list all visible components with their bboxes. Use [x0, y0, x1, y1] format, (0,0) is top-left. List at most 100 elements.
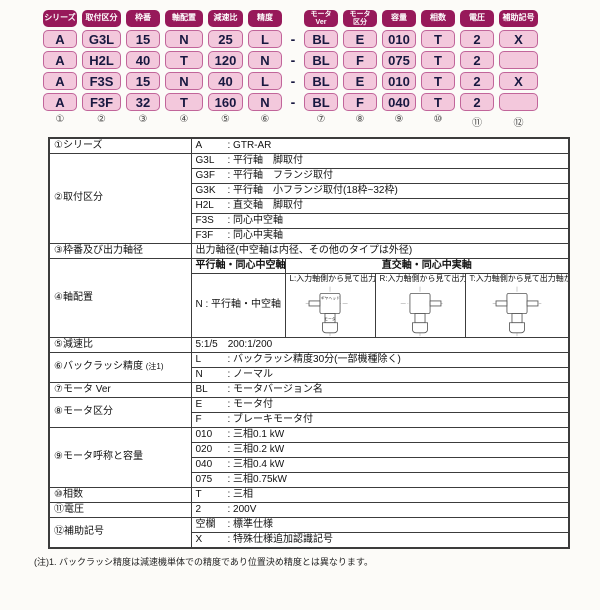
table-row: F3F: 同心中実軸 [49, 228, 570, 244]
code-separator-dash: - [290, 52, 296, 68]
gearhead-motor-diagram-left-icon: ギヤヘッド モータ [305, 286, 350, 337]
header-pill-aux-symbol: 補助記号 [499, 10, 538, 27]
backlash-note-ref: (注1) [145, 362, 164, 372]
spec-value: N : ノーマル [190, 367, 570, 383]
column-number: ⑨ [394, 114, 404, 125]
spec-code: G3F [195, 169, 215, 181]
spec-desc: : GTR-AR [227, 139, 272, 151]
code-pill: BL [304, 51, 338, 69]
column-number: ① [55, 114, 65, 125]
spec-code: L [195, 353, 202, 365]
shaft-n-cell: N : 平行軸・中空軸 [190, 273, 286, 338]
column-number: ③ [138, 114, 148, 125]
code-pill: A [43, 30, 77, 48]
table-row: ⑫補助記号 空欄: 標準仕様 [48, 517, 570, 549]
spec-value: H2L: 直交軸 脚取付 [190, 198, 570, 214]
code-pill: T [165, 93, 203, 111]
header-pill-frame: 枠番 [126, 10, 160, 27]
spec-code: 2 [195, 503, 202, 515]
spec-label-frame-shaft-dia: ③枠番及び出力軸径 [48, 243, 192, 259]
code-pill: T [421, 72, 455, 90]
header-pill-series: シリーズ [43, 10, 77, 27]
spec-label-backlash: ⑥バックラッシ精度 (注1) [48, 352, 192, 383]
column-number: ⑩ [433, 114, 443, 125]
number-gap [287, 114, 299, 129]
code-pill: A [43, 72, 77, 90]
spec-value: BL: モータバージョン名 [190, 382, 570, 398]
spec-desc: : 特殊仕様追加認識記号 [227, 533, 334, 545]
table-row: ⑩相数 T: 三相 [48, 487, 570, 503]
spec-desc: : ブレーキモータ付 [227, 413, 314, 425]
shaft-t-description: T:入力軸側から見て出力軸が両方に出るもの [469, 274, 569, 284]
code-pill: 040 [382, 93, 416, 111]
header-pill-motor-class: モータ 区分 [343, 10, 377, 27]
footnote: (注)1. バックラッシ精度は減速機単体での精度であり位置決め精度とは異なります… [34, 557, 374, 567]
spec-code: 空欄 [195, 518, 216, 530]
model-code-table: シリーズ 取付区分 枠番 軸配置 減速比 精度 モータ Ver モータ 区分 容量 … [43, 10, 543, 129]
code-pill: BL [304, 30, 338, 48]
table-row: ①シリーズ A: GTR-AR [48, 137, 570, 154]
table-row: N : 平行軸・中空軸 L:入力軸側から見て出力軸が左に出るもの ギヤヘッド モ… [49, 273, 570, 338]
code-pill: 120 [208, 51, 243, 69]
spec-label-motor-class: ⑧モータ区分 [48, 397, 192, 428]
spec-desc: : モータバージョン名 [227, 383, 323, 395]
code-pill: N [248, 51, 282, 69]
table-row: ⑪電圧 2: 200V [48, 502, 570, 518]
spec-table: ①シリーズ A: GTR-AR ②取付区分 G3L: 平行軸 脚取付 G3F: … [48, 137, 571, 549]
spec-value: T: 三相 [190, 487, 570, 503]
code-pill: F [343, 51, 377, 69]
spec-value: 5:1/5 200:1/200 [190, 337, 570, 353]
spec-value: 040: 三相0.4 kW [190, 457, 570, 473]
code-pill: A [43, 93, 77, 111]
code-separator-dash: - [290, 94, 296, 110]
code-pill: 40 [208, 72, 243, 90]
spec-desc: : バックラッシ精度30分(一部機種除く) [227, 353, 401, 365]
model-code-row-2: A H2L 40 T 120 N - BL F 075 T 2 [43, 51, 543, 69]
code-pill: T [421, 30, 455, 48]
table-row: ②取付区分 G3L: 平行軸 脚取付 [48, 153, 570, 244]
spec-desc: : 直交軸 脚取付 [227, 199, 304, 211]
shaft-r-cell: R:入力軸側から見て出力軸が右に出るもの [374, 273, 466, 338]
code-pill: BL [304, 72, 338, 90]
code-pill: 2 [460, 72, 494, 90]
code-separator-dash: - [290, 73, 296, 89]
code-pill: E [343, 72, 377, 90]
table-row: 020: 三相0.2 kW [49, 442, 570, 458]
header-gap [287, 10, 299, 27]
table-row: 075: 三相0.75kW [49, 472, 570, 488]
table-row: G3F: 平行軸 フランジ取付 [49, 168, 570, 184]
spec-code: F3S [195, 214, 214, 226]
code-pill: 40 [126, 51, 160, 69]
code-pill: L [248, 72, 282, 90]
spec-value: 空欄: 標準仕様 [190, 517, 570, 533]
spec-code: F3F [195, 229, 214, 241]
code-pill: T [421, 51, 455, 69]
table-row: ④軸配置 平行軸・同心中空軸 直交軸・同心中実軸 [48, 258, 570, 338]
spec-value: F3S: 同心中空軸 [190, 213, 570, 229]
code-pill: 25 [208, 30, 243, 48]
header-pill-accuracy: 精度 [248, 10, 282, 27]
code-separator-dash: - [290, 31, 296, 47]
code-pill: 15 [126, 30, 160, 48]
code-pill: BL [304, 93, 338, 111]
shaft-r-description: R:入力軸側から見て出力軸が右に出るもの [379, 274, 465, 284]
table-row: ⑦モータ Ver BL: モータバージョン名 [48, 382, 570, 398]
code-pill: 160 [208, 93, 243, 111]
column-number: ④ [179, 114, 189, 125]
table-row: ⑥バックラッシ精度 (注1) L : バックラッシ精度30分(一部機種除く) [48, 352, 570, 383]
spec-desc: : ノーマル [227, 368, 274, 380]
code-pill: L [248, 30, 282, 48]
column-number-row: ① ② ③ ④ ⑤ ⑥ ⑦ ⑧ ⑨ ⑩ ⑪ ⑫ [43, 114, 543, 129]
code-pill: E [343, 30, 377, 48]
spec-value: E: モータ付 [190, 397, 570, 413]
spec-code: T [195, 488, 202, 500]
spec-value: A: GTR-AR [190, 137, 570, 154]
table-row: ⑨モータ呼称と容量 010: 三相0.1 kW [48, 427, 570, 488]
code-pill: 010 [382, 72, 416, 90]
spec-code: N [195, 368, 203, 380]
table-row: ③枠番及び出力軸径 出力軸径(中空軸は内径、その他のタイプは外径) [48, 243, 570, 259]
spec-value: F: ブレーキモータ付 [190, 412, 570, 428]
spec-value: L : バックラッシ精度30分(一部機種除く) [190, 352, 570, 368]
spec-value: 2: 200V [190, 502, 570, 518]
gearhead-motor-diagram-both-icon [492, 286, 542, 337]
